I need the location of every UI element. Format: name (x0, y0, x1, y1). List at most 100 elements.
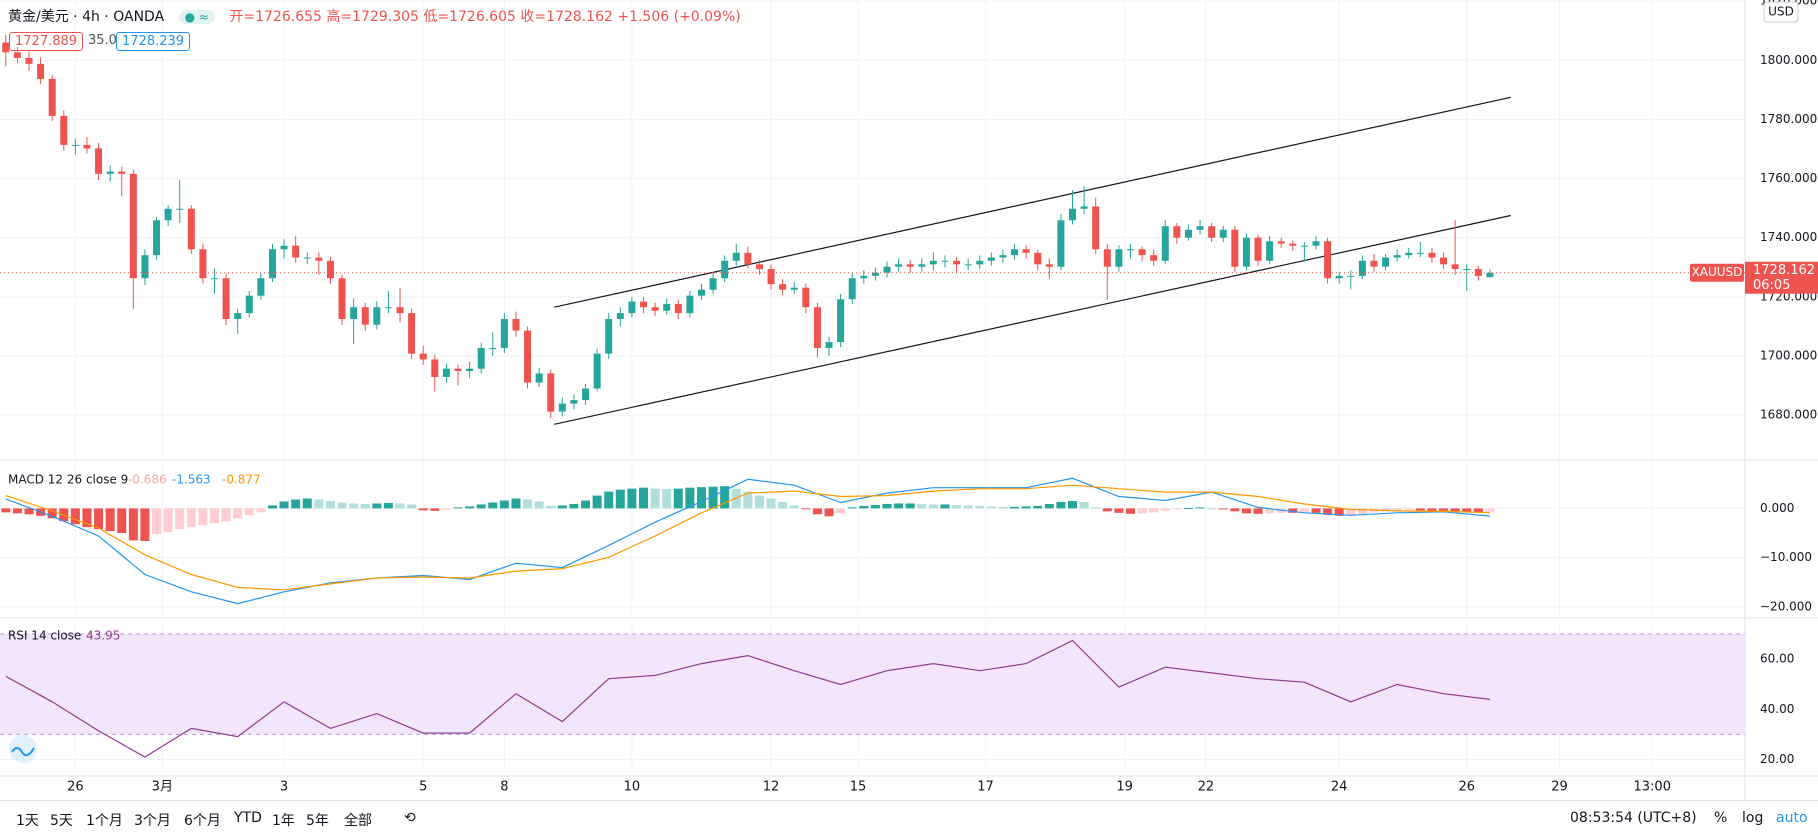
histogram-bar (975, 505, 985, 509)
range-button[interactable]: 5年 (306, 813, 329, 829)
histogram-value: -0.686 (128, 473, 167, 487)
candle-body (442, 368, 450, 377)
last-price-symbol: XAUUSD (1692, 265, 1743, 279)
histogram-bar (302, 498, 312, 509)
candle-body (13, 52, 21, 58)
x-tick-label: 8 (500, 780, 508, 795)
candle-body (1254, 237, 1262, 261)
histogram-bar (1323, 508, 1333, 515)
histogram-bar (627, 488, 637, 509)
logo[interactable] (9, 735, 37, 763)
histogram-bar (256, 508, 266, 513)
candle-body (25, 57, 33, 64)
histogram-bar (639, 487, 649, 509)
histogram-bar (917, 503, 927, 509)
histogram-bar (163, 508, 173, 533)
candle-body (118, 171, 126, 174)
legend-header: 黄金/美元 · 4h · OANDA ● ≈ 开=1726.655 高=1729… (8, 9, 741, 25)
histogram-bar (882, 503, 892, 509)
candle-body (1324, 241, 1332, 279)
candle-body (211, 278, 219, 280)
histogram-bar (1172, 508, 1182, 510)
candle-body (535, 373, 543, 383)
range-button[interactable]: 1年 (272, 813, 295, 829)
y-tick-label: −20.000 (1760, 600, 1812, 614)
histogram-bar (581, 500, 591, 509)
symbol[interactable]: 黄金/美元 (8, 9, 69, 25)
x-tick-label: 10 (624, 780, 641, 795)
candle-body (709, 278, 717, 290)
candle-body (338, 278, 346, 320)
candle-body (744, 252, 752, 265)
bid-price[interactable]: 1727.889 (9, 32, 84, 51)
histogram-bar (569, 503, 579, 509)
candle-body (802, 287, 810, 308)
histogram-bar (12, 508, 22, 514)
histogram-bar (1357, 508, 1367, 514)
currency-box[interactable] (1763, 1, 1799, 23)
candle-body (1393, 255, 1401, 258)
histogram-bar (105, 508, 115, 532)
histogram-bar (198, 508, 208, 526)
candle-body (674, 303, 682, 314)
logo-wave (11, 747, 35, 757)
histogram-bar (395, 503, 405, 509)
candle-body (871, 272, 879, 276)
candle-body (813, 307, 821, 349)
y-tick-label: 60.00 (1760, 652, 1794, 666)
candle-body (326, 260, 334, 279)
range-button[interactable]: 1个月 (86, 813, 123, 829)
histogram-bar (1114, 508, 1124, 513)
candle-body (721, 260, 729, 279)
range-button[interactable]: 1天 (16, 813, 39, 829)
histogram-bar (870, 504, 880, 509)
candle-body (1474, 269, 1482, 276)
histogram-bar (1404, 508, 1414, 510)
scale-option[interactable]: log (1742, 810, 1764, 826)
y-tick-label: 1740.000 (1760, 230, 1817, 244)
range-button[interactable]: YTD (234, 810, 262, 826)
candle-body (48, 78, 56, 116)
candle-body (547, 373, 555, 412)
x-tick-label: 19 (1116, 780, 1133, 795)
status-icons[interactable]: ● ≈ (178, 10, 215, 24)
candle-body (454, 368, 462, 372)
candle-body (582, 388, 590, 401)
candle-body (1103, 249, 1111, 267)
candle-body (906, 264, 914, 267)
y-tick-label: 1700.000 (1760, 348, 1817, 362)
histogram-bar (267, 505, 277, 509)
x-tick-label: 3月 (152, 780, 173, 795)
interval[interactable]: 4h (82, 9, 100, 25)
scale-option[interactable]: auto (1776, 810, 1808, 826)
histogram-bar (1079, 501, 1089, 509)
open: 开=1726.655 (229, 9, 322, 25)
histogram-bar (673, 488, 683, 509)
histogram-bar (963, 505, 973, 509)
histogram-bar (986, 506, 996, 509)
candle-body (1092, 206, 1100, 250)
histogram-bar (615, 489, 625, 509)
candle-body (860, 275, 868, 279)
candle-body (222, 278, 230, 320)
ask-price[interactable]: 1728.239 (116, 32, 191, 51)
histogram-bar (685, 487, 695, 509)
range-button[interactable]: 6个月 (184, 813, 221, 829)
x-tick-label: 17 (977, 780, 994, 795)
candle-body (373, 307, 381, 325)
range-button[interactable]: 5天 (50, 813, 73, 829)
range-button[interactable]: 全部 (344, 813, 372, 829)
trend-line (554, 214, 1511, 425)
candle-body (83, 144, 91, 149)
range-button[interactable]: 3个月 (134, 813, 171, 829)
histogram-bar (186, 508, 196, 528)
histogram-bar (1427, 508, 1437, 511)
candle-body (825, 342, 833, 349)
candle-body (755, 264, 763, 270)
goto-date-icon[interactable]: ⟲ (404, 810, 416, 826)
candle-body (697, 289, 705, 296)
series-value: 43.95 (86, 629, 120, 643)
candle-body (999, 255, 1007, 258)
candle-body (732, 252, 740, 261)
scale-option[interactable]: % (1714, 810, 1728, 826)
